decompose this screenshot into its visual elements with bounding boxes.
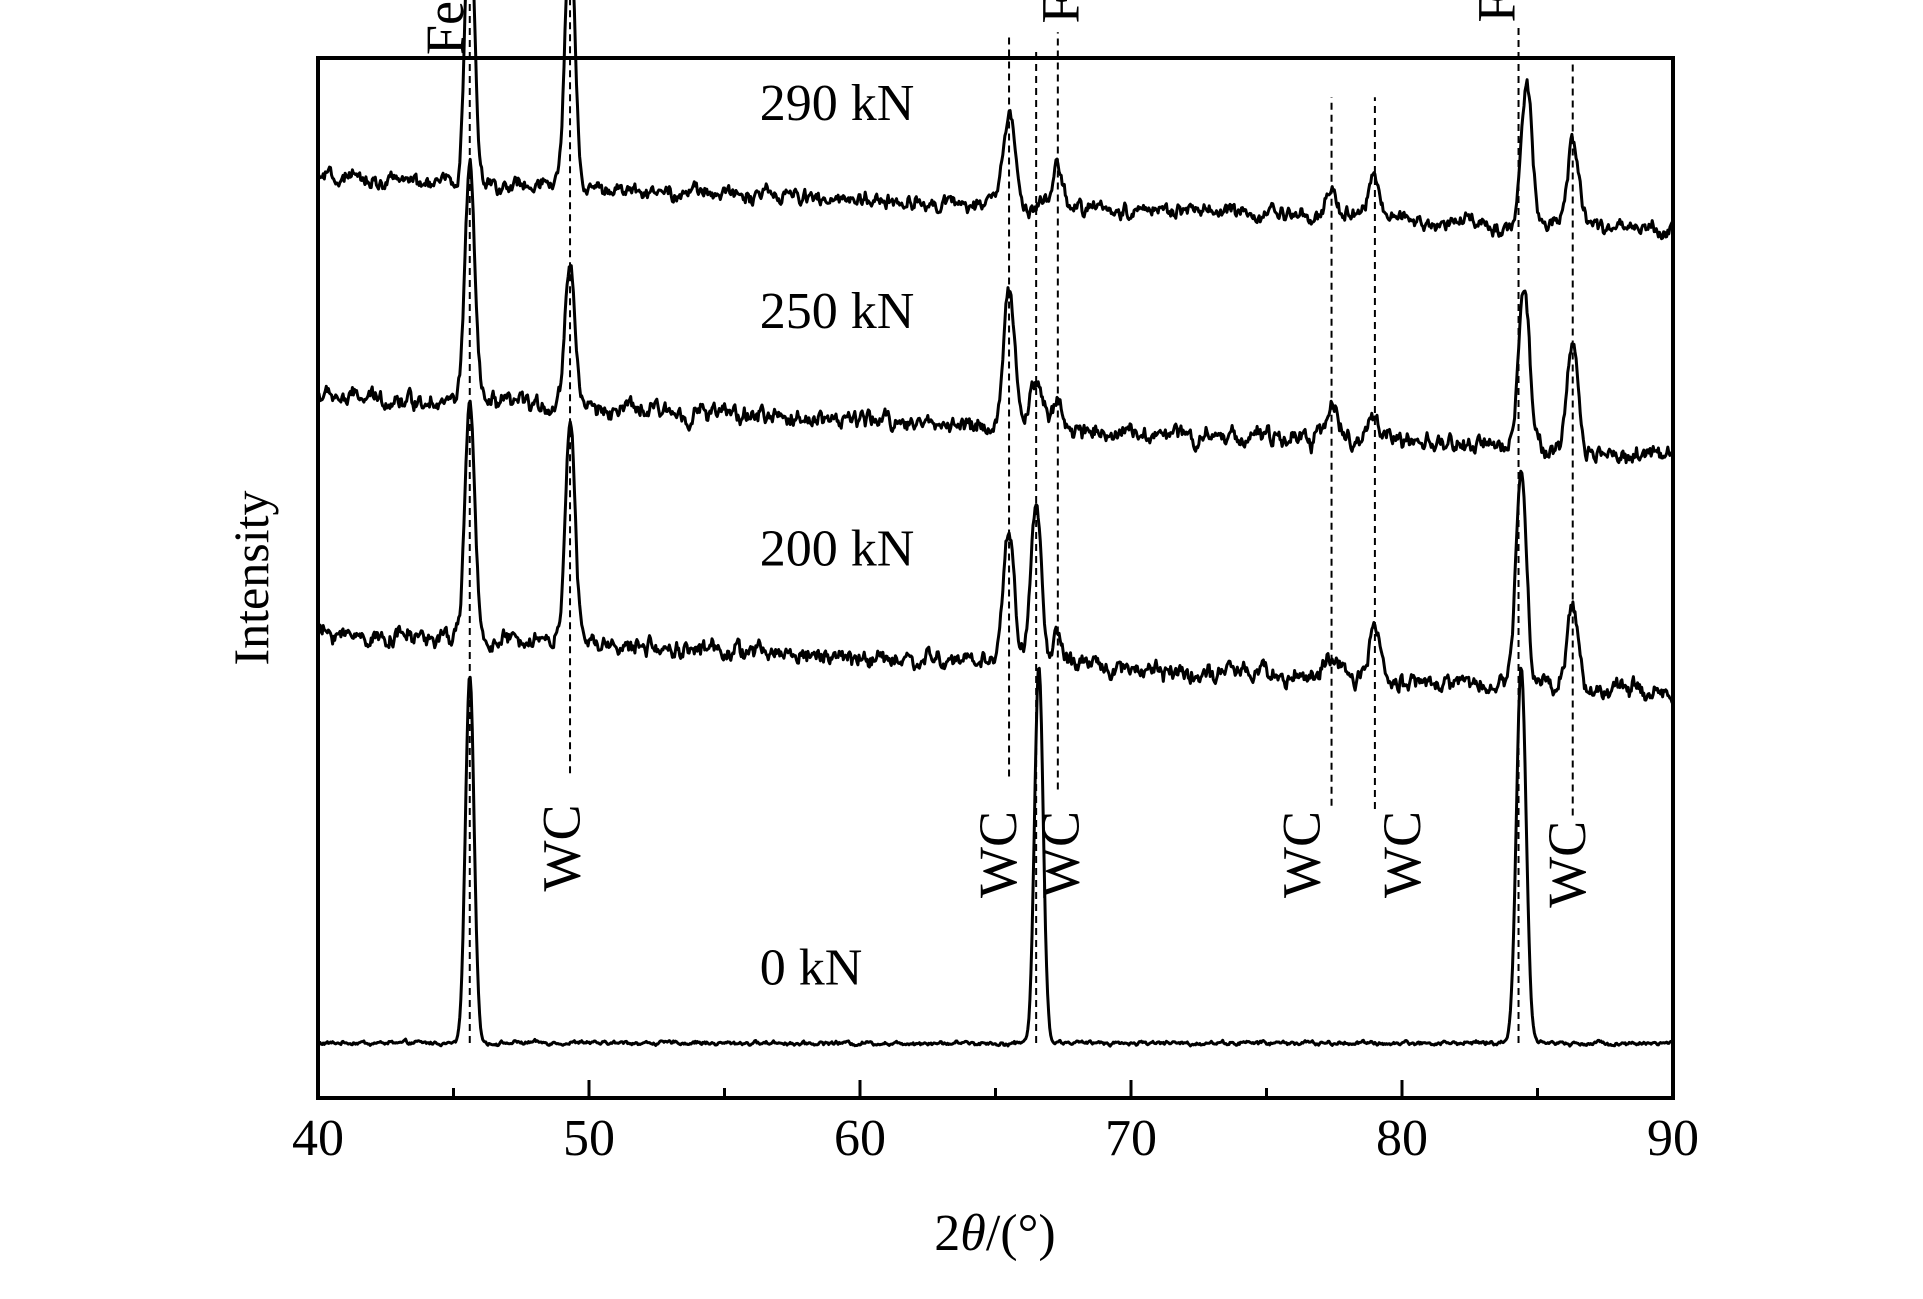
y-axis-label: Intensity	[223, 491, 279, 666]
x-axis-label-unit: /(°)	[986, 1205, 1056, 1262]
x-tick-label: 90	[1647, 1110, 1699, 1167]
series-label: 0 kN	[760, 940, 863, 997]
peak-label-wc: WC	[1030, 811, 1090, 898]
series-line-290-kn	[316, 0, 1675, 241]
series-lines	[316, 0, 1675, 1048]
reference-lines	[468, 0, 1574, 1043]
series-line-200-kn	[316, 399, 1675, 704]
x-tick-label: 70	[1105, 1110, 1157, 1167]
peak-label-wc: WC	[1372, 811, 1432, 898]
peak-label-fe: Fe(200)	[1030, 0, 1090, 23]
peak-label-wc: WC	[532, 805, 592, 892]
x-axis-label-prefix: 2	[934, 1205, 960, 1262]
peak-label-wc: WC	[968, 811, 1028, 898]
series-label: 250 kN	[760, 283, 915, 340]
x-axis-ticks: 40 50 60 70 80 90	[292, 1080, 1699, 1167]
peak-label-fe: Fe(110)	[415, 0, 475, 55]
series-label: 200 kN	[760, 520, 915, 577]
x-tick-label: 80	[1376, 1110, 1428, 1167]
x-axis-label-theta: θ	[960, 1205, 986, 1262]
series-labels: 0 kN 200 kN 250 kN 290 kN	[760, 75, 915, 997]
series-label: 290 kN	[760, 75, 915, 132]
x-tick-label: 60	[834, 1110, 886, 1167]
series-line-250-kn	[316, 157, 1675, 465]
series-line-0-kn	[317, 666, 1675, 1048]
x-tick-label: 50	[563, 1110, 615, 1167]
x-tick-label: 40	[292, 1110, 344, 1167]
x-axis-label: 2θ/(°)	[934, 1205, 1055, 1262]
peak-label-fe: Fe(211)	[1467, 0, 1527, 22]
peak-label-wc: WC	[1272, 811, 1332, 898]
peak-label-wc: WC	[1537, 821, 1597, 908]
